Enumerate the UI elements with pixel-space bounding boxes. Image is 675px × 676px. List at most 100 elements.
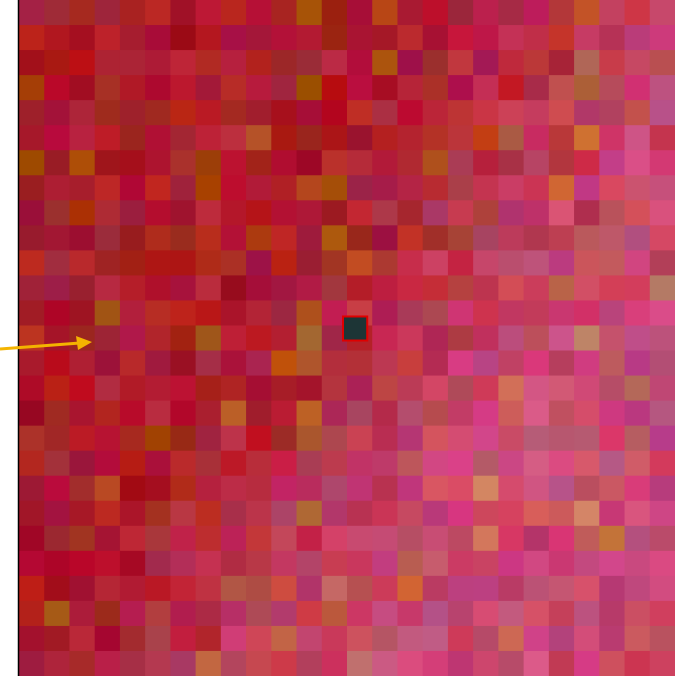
grid-cell[interactable] <box>196 75 222 101</box>
grid-cell[interactable] <box>473 526 499 552</box>
grid-cell[interactable] <box>599 25 625 51</box>
grid-cell[interactable] <box>498 175 524 201</box>
grid-cell[interactable] <box>120 651 146 676</box>
grid-cell[interactable] <box>599 451 625 477</box>
grid-cell[interactable] <box>448 225 474 251</box>
grid-cell[interactable] <box>120 300 146 326</box>
grid-cell[interactable] <box>221 150 247 176</box>
grid-cell[interactable] <box>120 351 146 377</box>
grid-cell[interactable] <box>196 401 222 427</box>
grid-cell[interactable] <box>44 75 70 101</box>
grid-cell[interactable] <box>170 451 196 477</box>
grid-cell[interactable] <box>19 476 45 502</box>
grid-cell[interactable] <box>448 0 474 26</box>
grid-cell[interactable] <box>271 100 297 126</box>
grid-cell[interactable] <box>271 0 297 26</box>
grid-cell[interactable] <box>322 100 348 126</box>
grid-cell[interactable] <box>271 200 297 226</box>
grid-cell[interactable] <box>19 376 45 402</box>
grid-cell[interactable] <box>44 0 70 26</box>
grid-cell[interactable] <box>145 351 171 377</box>
grid-cell[interactable] <box>69 100 95 126</box>
grid-cell[interactable] <box>498 225 524 251</box>
grid-cell[interactable] <box>524 401 550 427</box>
grid-cell[interactable] <box>221 426 247 452</box>
grid-cell[interactable] <box>498 351 524 377</box>
grid-cell[interactable] <box>524 351 550 377</box>
grid-cell[interactable] <box>95 200 121 226</box>
grid-cell[interactable] <box>221 501 247 527</box>
grid-cell[interactable] <box>145 75 171 101</box>
grid-cell[interactable] <box>549 275 575 301</box>
grid-cell[interactable] <box>347 225 373 251</box>
grid-cell[interactable] <box>549 476 575 502</box>
grid-cell[interactable] <box>574 651 600 676</box>
grid-cell[interactable] <box>120 200 146 226</box>
grid-cell[interactable] <box>322 25 348 51</box>
grid-cell[interactable] <box>347 451 373 477</box>
grid-cell[interactable] <box>145 601 171 627</box>
grid-cell[interactable] <box>297 576 323 602</box>
grid-cell[interactable] <box>297 476 323 502</box>
grid-cell[interactable] <box>549 551 575 577</box>
grid-cell[interactable] <box>625 351 651 377</box>
grid-cell[interactable] <box>19 125 45 151</box>
grid-cell[interactable] <box>524 325 550 351</box>
grid-cell[interactable] <box>145 200 171 226</box>
grid-cell[interactable] <box>196 426 222 452</box>
grid-cell[interactable] <box>448 501 474 527</box>
grid-cell[interactable] <box>170 476 196 502</box>
grid-cell[interactable] <box>19 100 45 126</box>
grid-cell[interactable] <box>44 25 70 51</box>
grid-cell[interactable] <box>145 100 171 126</box>
grid-cell[interactable] <box>69 651 95 676</box>
grid-cell[interactable] <box>473 426 499 452</box>
grid-cell[interactable] <box>397 25 423 51</box>
grid-cell[interactable] <box>246 351 272 377</box>
grid-cell[interactable] <box>95 300 121 326</box>
grid-cell[interactable] <box>170 250 196 276</box>
grid-cell[interactable] <box>347 75 373 101</box>
grid-cell[interactable] <box>473 351 499 377</box>
grid-cell[interactable] <box>69 125 95 151</box>
grid-cell[interactable] <box>170 275 196 301</box>
grid-cell[interactable] <box>196 576 222 602</box>
grid-cell[interactable] <box>524 75 550 101</box>
grid-cell[interactable] <box>498 376 524 402</box>
grid-cell[interactable] <box>423 100 449 126</box>
grid-cell[interactable] <box>473 476 499 502</box>
grid-cell[interactable] <box>372 300 398 326</box>
grid-cell[interactable] <box>397 250 423 276</box>
grid-cell[interactable] <box>397 426 423 452</box>
grid-cell[interactable] <box>271 125 297 151</box>
grid-cell[interactable] <box>95 225 121 251</box>
grid-cell[interactable] <box>95 376 121 402</box>
grid-cell[interactable] <box>599 476 625 502</box>
grid-cell[interactable] <box>524 25 550 51</box>
grid-cell[interactable] <box>196 626 222 652</box>
grid-cell[interactable] <box>44 501 70 527</box>
grid-cell[interactable] <box>196 476 222 502</box>
grid-cell[interactable] <box>271 325 297 351</box>
grid-cell[interactable] <box>322 451 348 477</box>
grid-cell[interactable] <box>44 551 70 577</box>
grid-cell[interactable] <box>120 401 146 427</box>
grid-cell[interactable] <box>69 576 95 602</box>
grid-cell[interactable] <box>625 0 651 26</box>
grid-cell[interactable] <box>347 150 373 176</box>
grid-cell[interactable] <box>322 526 348 552</box>
grid-cell[interactable] <box>650 501 675 527</box>
grid-cell[interactable] <box>549 25 575 51</box>
grid-cell[interactable] <box>297 626 323 652</box>
grid-cell[interactable] <box>120 50 146 76</box>
grid-cell[interactable] <box>498 250 524 276</box>
grid-cell[interactable] <box>599 75 625 101</box>
grid-cell[interactable] <box>19 75 45 101</box>
grid-cell[interactable] <box>625 25 651 51</box>
grid-cell[interactable] <box>69 501 95 527</box>
grid-cell[interactable] <box>297 200 323 226</box>
grid-cell[interactable] <box>322 275 348 301</box>
grid-cell[interactable] <box>221 526 247 552</box>
grid-cell[interactable] <box>448 275 474 301</box>
grid-cell[interactable] <box>44 351 70 377</box>
